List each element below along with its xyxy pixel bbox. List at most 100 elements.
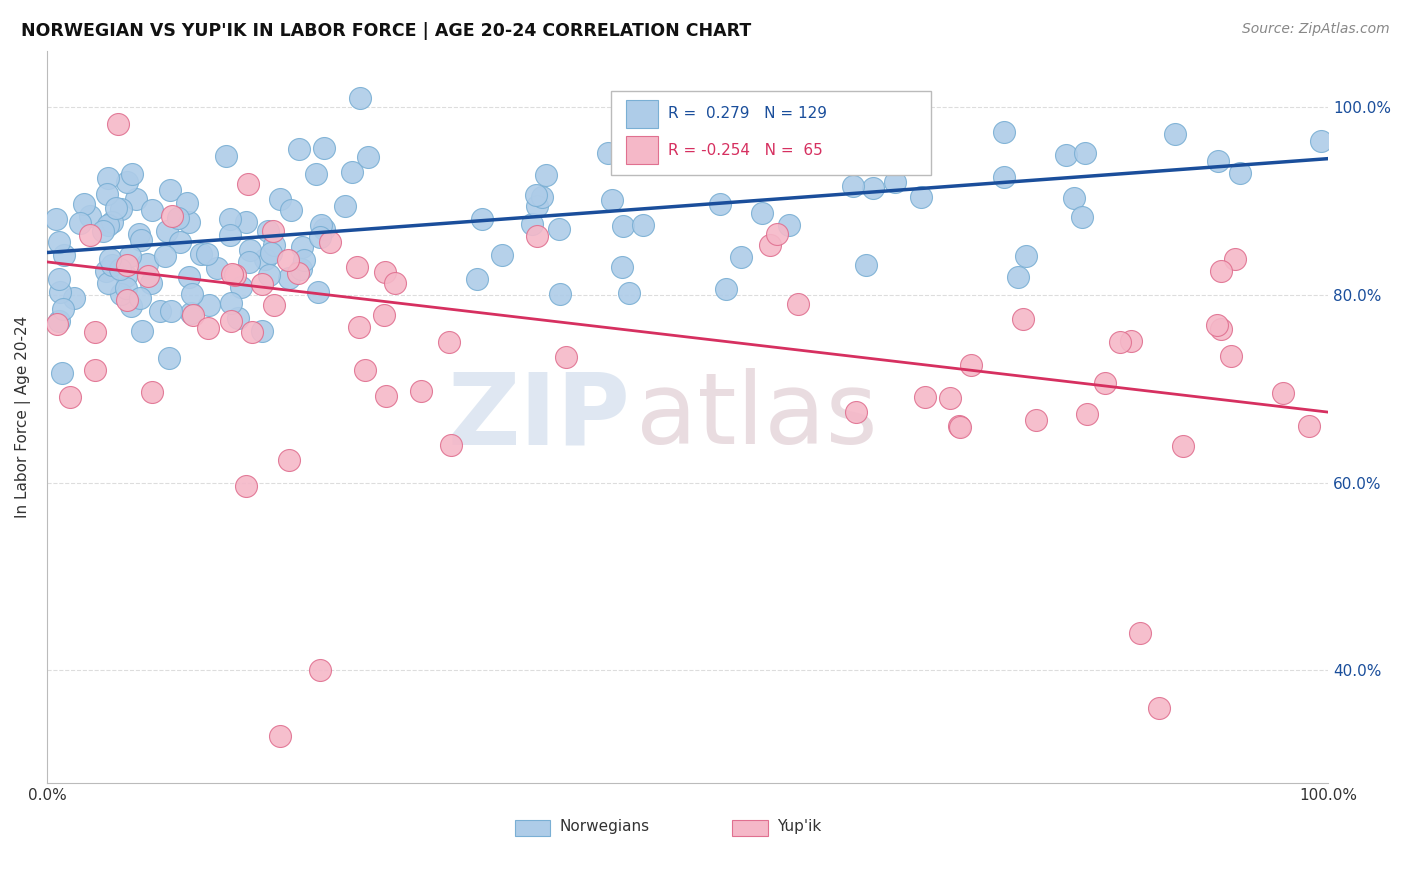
Point: [1205, 318, 1227, 333]
Point: [1298, 418, 1320, 433]
Point: [357, 150, 380, 164]
Point: [46, 317, 69, 331]
Point: [305, 167, 328, 181]
Point: [52, 247, 75, 261]
Point: [79, 227, 101, 242]
Point: [94, 263, 117, 277]
Point: [280, 203, 302, 218]
FancyBboxPatch shape: [515, 820, 551, 836]
Point: [291, 240, 314, 254]
Point: [48, 272, 70, 286]
Point: [236, 177, 259, 191]
Point: [176, 195, 198, 210]
Point: [1063, 191, 1085, 205]
Point: [48, 235, 70, 249]
Point: [219, 211, 242, 226]
Point: [240, 325, 263, 339]
Point: [120, 299, 142, 313]
Point: [308, 230, 330, 244]
Point: [239, 243, 262, 257]
Point: [948, 419, 970, 434]
Text: Yup'ik: Yup'ik: [778, 820, 821, 834]
Point: [69, 216, 91, 230]
Point: [993, 169, 1015, 184]
Point: [353, 363, 375, 377]
Point: [349, 90, 371, 104]
Point: [141, 384, 163, 399]
Text: ZIP: ZIP: [447, 368, 630, 466]
Point: [195, 246, 218, 260]
Point: [534, 168, 557, 182]
Point: [1206, 154, 1229, 169]
Point: [949, 420, 972, 434]
Point: [340, 164, 363, 178]
Point: [1109, 335, 1132, 350]
FancyBboxPatch shape: [626, 100, 658, 128]
Point: [125, 192, 148, 206]
Point: [118, 249, 141, 263]
Point: [169, 235, 191, 249]
Point: [531, 190, 554, 204]
Point: [278, 270, 301, 285]
Point: [115, 175, 138, 189]
Point: [1129, 625, 1152, 640]
Point: [526, 199, 548, 213]
Point: [1025, 412, 1047, 426]
Point: [1229, 166, 1251, 180]
Point: [128, 227, 150, 241]
Point: [1163, 127, 1185, 141]
Point: [52, 302, 75, 317]
Point: [307, 285, 329, 300]
Point: [207, 260, 229, 275]
Point: [136, 257, 159, 271]
Text: Source: ZipAtlas.com: Source: ZipAtlas.com: [1241, 22, 1389, 37]
Point: [290, 261, 312, 276]
Point: [548, 287, 571, 301]
Point: [51, 366, 73, 380]
Point: [1015, 249, 1038, 263]
Point: [149, 304, 172, 318]
Point: [269, 192, 291, 206]
Point: [868, 133, 890, 147]
Point: [276, 252, 298, 267]
Point: [526, 229, 548, 244]
Point: [440, 438, 463, 452]
Point: [226, 310, 249, 325]
Point: [180, 306, 202, 320]
Point: [524, 188, 547, 202]
Point: [263, 237, 285, 252]
Point: [1225, 252, 1247, 266]
Point: [346, 260, 368, 275]
Point: [235, 215, 257, 229]
Point: [250, 324, 273, 338]
Point: [121, 167, 143, 181]
Point: [851, 155, 873, 169]
Point: [1147, 701, 1170, 715]
Point: [314, 141, 336, 155]
Point: [786, 297, 808, 311]
Point: [107, 117, 129, 131]
Point: [309, 663, 332, 677]
Point: [288, 142, 311, 156]
Point: [190, 247, 212, 261]
Point: [1171, 439, 1194, 453]
Point: [778, 218, 800, 232]
Point: [159, 183, 181, 197]
Point: [347, 320, 370, 334]
Point: [1220, 349, 1243, 363]
Point: [167, 211, 190, 226]
Point: [1071, 210, 1094, 224]
Point: [730, 250, 752, 264]
Point: [63, 291, 86, 305]
Point: [384, 277, 406, 291]
Point: [319, 235, 342, 249]
Point: [224, 268, 246, 282]
Point: [960, 358, 983, 372]
Text: atlas: atlas: [637, 368, 877, 466]
Point: [110, 286, 132, 301]
Point: [257, 223, 280, 237]
Text: NORWEGIAN VS YUP'IK IN LABOR FORCE | AGE 20-24 CORRELATION CHART: NORWEGIAN VS YUP'IK IN LABOR FORCE | AGE…: [21, 22, 751, 40]
Point: [759, 237, 782, 252]
Point: [156, 224, 179, 238]
Point: [96, 186, 118, 201]
